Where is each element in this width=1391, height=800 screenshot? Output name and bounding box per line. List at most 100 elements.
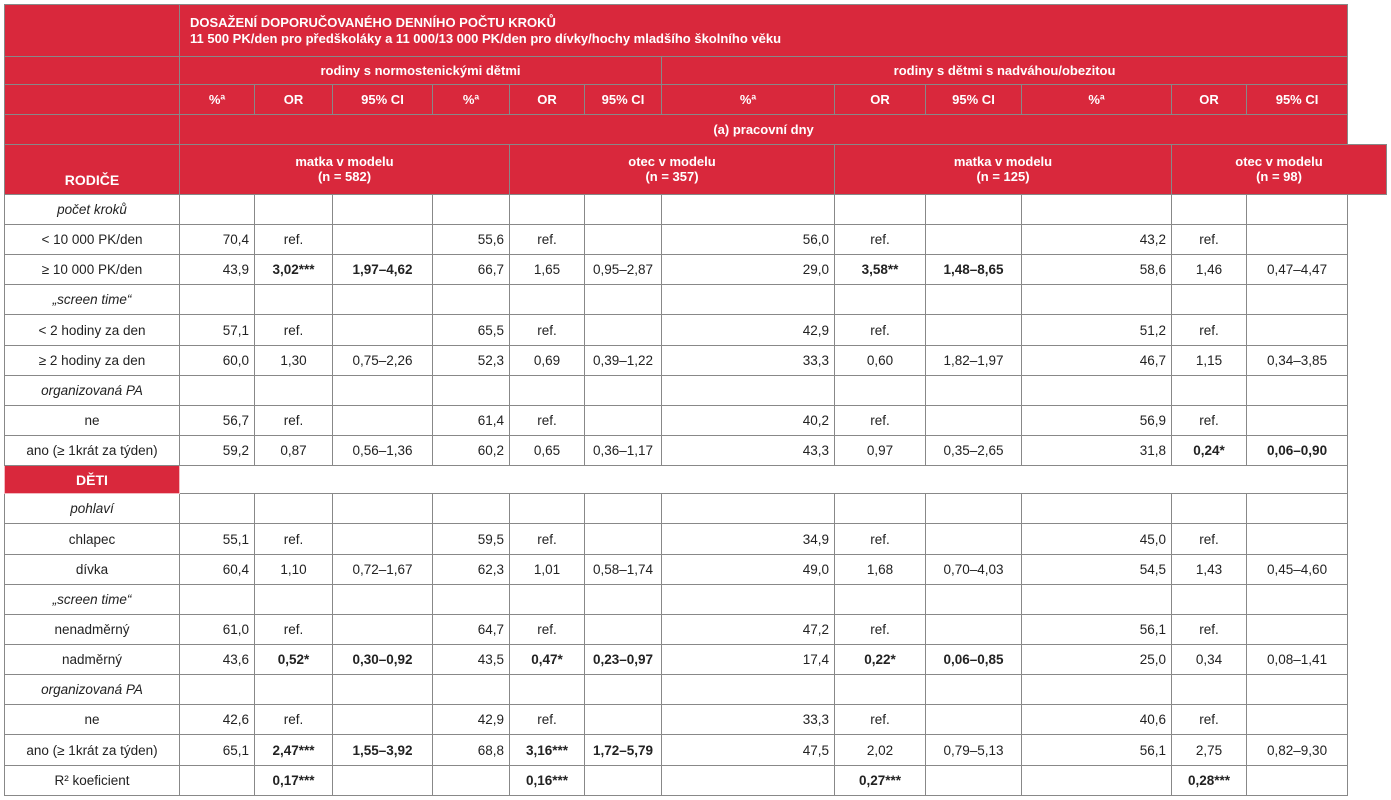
cell-pct: 42,6 xyxy=(179,704,255,736)
cell-or: 1,65 xyxy=(509,254,585,286)
cell-pct xyxy=(432,764,510,797)
cell-value: 0,72–1,67 xyxy=(352,561,413,577)
cell-pct: 17,4 xyxy=(661,644,835,676)
cell-value: 2,02 xyxy=(866,742,894,758)
cell-value: 40,2 xyxy=(802,412,829,428)
cell-ci xyxy=(1245,404,1349,437)
cell-value: ref. xyxy=(537,531,557,547)
cell-or: 0,16*** xyxy=(509,764,585,797)
row-label: dívka xyxy=(4,553,180,585)
table-row: ne 56,7 ref. 61,4 ref. 40,2 ref. 56,9 ref. xyxy=(4,404,1387,437)
cell-value: 0,87 xyxy=(280,443,307,459)
cell-pct: 43,2 xyxy=(1021,224,1172,256)
section-row: DĚTI xyxy=(4,465,1387,495)
cell-or: ref. xyxy=(834,314,926,346)
cell-value: ref. xyxy=(537,322,557,338)
cell-or: 0,97 xyxy=(834,435,926,467)
cell-ci: 0,34–3,85 xyxy=(1245,344,1349,376)
table-title: DOSAŽENÍ DOPORUČOVANÉHO DENNÍHO POČTU KR… xyxy=(178,3,1349,58)
cell-or: ref. xyxy=(834,224,926,256)
table-row: ≥ 10 000 PK/den 43,9 3,02*** 1,97–4,62 66,7 1… xyxy=(4,254,1387,286)
cell-pct: 65,5 xyxy=(432,314,510,346)
cell-pct: 58,6 xyxy=(1021,254,1172,286)
cell-value: 0,97 xyxy=(866,443,894,459)
row-label: < 2 hodiny za den xyxy=(4,314,180,346)
cell-value: 0,75–2,26 xyxy=(352,352,413,368)
cell-value: 17,4 xyxy=(802,652,829,668)
cell-value: ref. xyxy=(1199,322,1219,338)
cell-value: 0,39–1,22 xyxy=(592,352,654,368)
cell-pct: 57,1 xyxy=(179,314,255,346)
cell-ci: 1,97–4,62 xyxy=(332,254,433,286)
cell-value: 60,2 xyxy=(477,443,504,459)
cell-value: 56,9 xyxy=(1139,412,1166,428)
cell-pct: 33,3 xyxy=(661,704,835,736)
cell-value: 1,48–8,65 xyxy=(943,262,1004,278)
cell-value: 33,3 xyxy=(802,712,829,728)
row-label: ano (≥ 1krát za týden) xyxy=(4,435,180,467)
cell-ci: 0,56–1,36 xyxy=(332,435,433,467)
cell-value: 0,58–1,74 xyxy=(592,561,654,577)
cell-value: 52,3 xyxy=(477,352,504,368)
cell-value: ref. xyxy=(1199,232,1219,248)
cell-or: ref. xyxy=(834,704,926,736)
cell-pct: 47,5 xyxy=(661,734,835,766)
cell-value: 58,6 xyxy=(1139,262,1166,278)
cell-value: ref. xyxy=(1199,712,1219,728)
cell-value: 62,3 xyxy=(477,561,504,577)
cell-value: 56,7 xyxy=(222,412,249,428)
cell-value: 0,28*** xyxy=(1187,772,1231,788)
row-label: nenadměrný xyxy=(4,613,180,646)
cell-value: 0,56–1,36 xyxy=(352,443,413,459)
cell-ci: 0,36–1,17 xyxy=(584,435,662,467)
cell-pct: 56,7 xyxy=(179,404,255,437)
cell-ci xyxy=(925,314,1022,346)
cell-or: 1,68 xyxy=(834,553,926,585)
cell-pct: 60,0 xyxy=(179,344,255,376)
table-row: ano (≥ 1krát za týden) 59,2 0,87 0,56–1,36 6… xyxy=(4,435,1387,467)
cell-value: 0,22* xyxy=(864,652,896,668)
cell-ci xyxy=(584,224,662,256)
period-row: (a) pracovní dny xyxy=(4,113,1387,145)
cell-value: 51,2 xyxy=(1139,322,1166,338)
subheading-row: „screen time“ xyxy=(4,583,1387,615)
cell-pct: 62,3 xyxy=(432,553,510,585)
table-title-sub: 11 500 PK/den pro předškoláky a 11 000/1… xyxy=(190,30,782,46)
cell-or: ref. xyxy=(1171,704,1247,736)
cell-pct: 59,2 xyxy=(179,435,255,467)
cell-value: 47,5 xyxy=(802,742,829,758)
cell-pct: 49,0 xyxy=(661,553,835,585)
cell-value: 0,30–0,92 xyxy=(352,652,413,668)
cell-value: ref. xyxy=(283,412,304,428)
cell-value: 0,34–3,85 xyxy=(1267,352,1328,368)
cell-ci: 1,55–3,92 xyxy=(332,734,433,766)
cell-value: ref. xyxy=(283,322,304,338)
cell-pct: 43,5 xyxy=(432,644,510,676)
group-normal-header: rodiny s normostenickými dětmi xyxy=(179,56,662,86)
cell-or: 2,47*** xyxy=(254,734,333,766)
cell-value: ref. xyxy=(283,232,304,248)
cell-pct: 60,2 xyxy=(432,435,510,467)
cell-ci: 0,08–1,41 xyxy=(1245,644,1349,676)
table-row: nenadměrný 61,0 ref. 64,7 ref. 47,2 ref. 56,1 re… xyxy=(4,613,1387,646)
cell-value: 59,2 xyxy=(222,443,249,459)
cell-pct: 61,0 xyxy=(179,613,255,646)
cell-ci: 1,48–8,65 xyxy=(925,254,1022,286)
row-label: ano (≥ 1krát za týden) xyxy=(4,734,180,766)
cell-or: 1,43 xyxy=(1171,553,1247,585)
cell-value: 59,5 xyxy=(477,531,504,547)
cell-value: ref. xyxy=(537,232,557,248)
cell-value: 3,16*** xyxy=(525,742,569,758)
cell-value: 25,0 xyxy=(1139,652,1166,668)
cell-ci xyxy=(584,523,662,555)
cell-or: ref. xyxy=(834,404,926,437)
cell-or: ref. xyxy=(254,523,333,555)
col-ci: 95% CI xyxy=(1245,84,1349,115)
cell-pct xyxy=(1021,764,1172,797)
cell-or: ref. xyxy=(254,314,333,346)
cell-value: 0,45–4,60 xyxy=(1267,561,1328,577)
cell-value: 0,52* xyxy=(277,652,310,668)
cell-value: 42,9 xyxy=(477,712,504,728)
cell-value: 49,0 xyxy=(802,561,829,577)
cell-value: 2,75 xyxy=(1195,742,1223,758)
